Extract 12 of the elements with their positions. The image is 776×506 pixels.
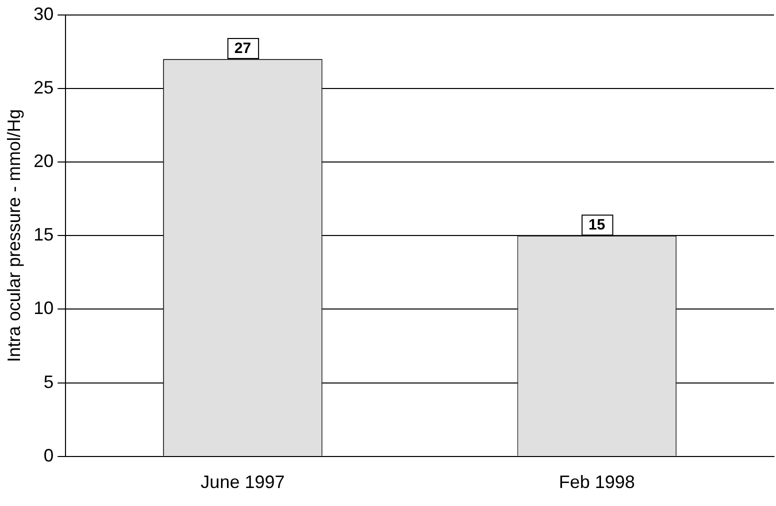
x-tick-label: June 1997	[200, 472, 285, 492]
data-label: 15	[588, 216, 606, 234]
y-tick-label: 5	[44, 372, 54, 392]
y-tick-label: 10	[34, 298, 54, 318]
y-tick-label: 25	[34, 77, 54, 98]
x-tick-label: Feb 1998	[558, 472, 635, 492]
y-tick-label: 30	[34, 4, 54, 24]
y-axis-title: Intra ocular pressure - mmol/Hg	[4, 109, 24, 362]
y-tick-label: 20	[34, 150, 54, 171]
data-label: 27	[234, 40, 252, 58]
y-tick-label: 15	[34, 224, 54, 245]
y-tick-label: 0	[44, 445, 54, 466]
